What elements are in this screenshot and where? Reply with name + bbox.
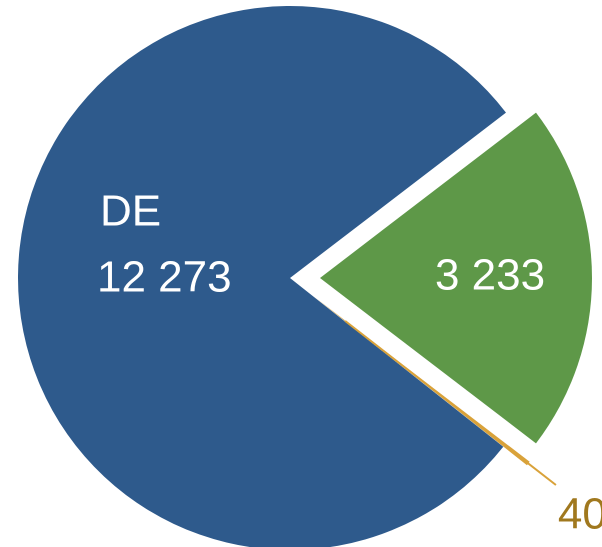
pie-slice bbox=[320, 112, 592, 444]
slice-value-label: 40 bbox=[558, 490, 602, 539]
pie-slice bbox=[18, 6, 506, 547]
slice-category-label: DE bbox=[100, 187, 161, 236]
leader-line bbox=[344, 320, 557, 486]
slice-value-label: 3 233 bbox=[435, 251, 545, 300]
slice-value-label: 12 273 bbox=[97, 253, 232, 302]
